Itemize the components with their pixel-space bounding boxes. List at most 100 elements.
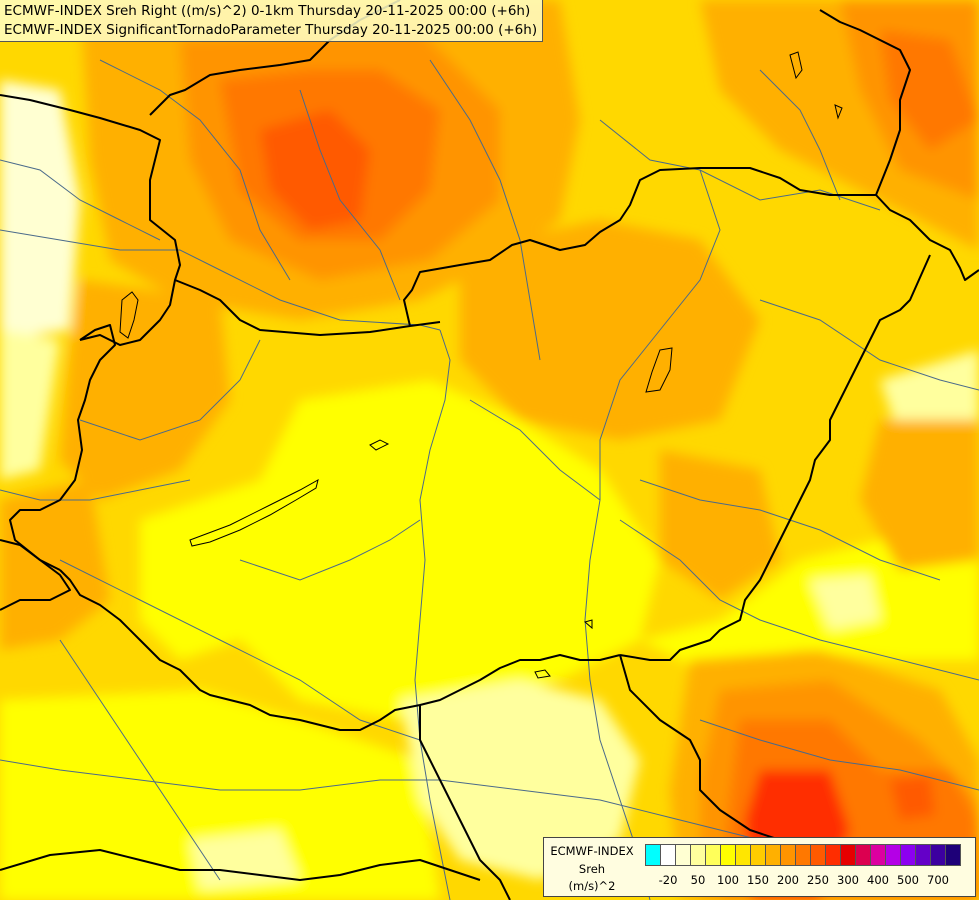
field-cream-west [0,80,80,340]
field-light-yellow-southwest [0,690,440,900]
legend-tick-label: 500 [897,873,919,887]
lake-neusiedl [119,291,139,339]
river-tisza [584,169,721,900]
legend-swatch [900,844,916,866]
legend-label-unit: (m/s)^2 [568,879,616,893]
legend-swatch [705,844,721,866]
river-northeast-2 [759,69,841,201]
river-danube-upper [0,229,441,331]
legend-swatch [870,844,886,866]
border-hr-ba [0,849,481,881]
river-central-2 [469,399,601,501]
legend-swatch [690,844,706,866]
legend-swatch [645,844,661,866]
border-sk-north [0,94,441,336]
legend-swatch [825,844,841,866]
lake-velence [369,439,390,451]
lake-northeast-2 [834,104,843,120]
river-danube-bend [414,329,451,900]
legend-ticks: -20 50 100 150 200 250 300 400 500 700 [544,873,977,889]
border-sk-east [403,167,876,327]
legend-swatch [735,844,751,866]
legend-tick-label: 200 [777,873,799,887]
border-rs-hu [59,569,621,731]
border-at-hu [9,324,116,571]
legend-swatch [750,844,766,866]
river-north-2 [299,89,401,301]
legend-label-param: Sreh [578,862,606,876]
legend-tick-label: 50 [690,873,706,887]
river-west-1 [0,479,191,501]
river-east-1 [759,299,979,391]
lake-south-2 [583,619,593,630]
field-light-yellow-central [230,380,660,720]
legend-tick-label: 400 [867,873,889,887]
lake-tisza [645,347,673,393]
map-title-box: ECMWF-INDEX Sreh Right ((m/s)^2) 0-1km T… [0,0,544,42]
river-south-2 [439,779,761,841]
river-east-3 [619,519,979,681]
lake-northeast-1 [789,51,803,80]
legend-swatch [885,844,901,866]
field-red-southeast-patch [890,775,935,820]
field-pale-yellow-southeast-patch [810,575,880,630]
field-orange-central-north [460,220,760,440]
border-at-sk [79,279,176,346]
border-rs-hr [419,705,511,900]
lakes [119,51,843,679]
legend-swatch [720,844,736,866]
field-orange-east [660,450,780,600]
field-orange-west-edge [0,480,110,650]
field-pale-yellow-south [400,680,640,880]
legend-swatch [675,844,691,866]
river-northeast-1 [599,119,881,211]
field-pale-west [0,330,60,480]
legend-tick-label: 150 [747,873,769,887]
legend-swatch [930,844,946,866]
field-red-north [260,110,370,230]
legend-swatch [780,844,796,866]
river-raba [79,339,261,441]
legend-tick-label: 250 [807,873,829,887]
legend-swatches [645,844,961,866]
field-pale-yellow-sw-patch [190,830,300,890]
legend-swatch [810,844,826,866]
legend-tick-label: 100 [717,873,739,887]
river-drava [59,559,421,741]
river-north-3 [429,59,541,361]
border-ua [819,9,911,196]
river-south-1 [0,759,440,791]
river-southeast-1 [699,719,979,791]
legend-swatch [840,844,856,866]
border-ro-hu [619,254,931,661]
river-central-1 [239,519,421,581]
river-north-1 [99,59,291,281]
legend-tick-label: -20 [658,873,678,887]
legend-label-model: ECMWF-INDEX [550,844,634,858]
field-light-yellow-west [140,480,280,660]
legend-tick-label: 300 [837,873,859,887]
legend-swatch [945,844,961,866]
legend-swatch [915,844,931,866]
legend-tick-label: 700 [927,873,949,887]
legend-swatch [855,844,871,866]
lake-balaton [189,479,319,547]
field-orange-west [60,280,230,500]
border-si-hr [0,539,71,611]
color-legend: ECMWF-INDEX Sreh (m/s)^2 -20 50 100 150 200 2… [543,837,976,897]
river-northwest-1 [0,159,161,241]
rivers [0,59,979,900]
map-title-sreh: ECMWF-INDEX Sreh Right ((m/s)^2) 0-1km T… [4,3,531,19]
field-orange-east-band [860,420,979,570]
lake-south-1 [534,669,551,679]
map-title-stp: ECMWF-INDEX SignificantTornadoParameter … [4,22,538,38]
legend-swatch [765,844,781,866]
border-ro-north [875,194,979,281]
border-ro-rs [619,654,811,846]
legend-swatch [660,844,676,866]
legend-swatch [795,844,811,866]
river-southwest-1 [59,639,221,881]
